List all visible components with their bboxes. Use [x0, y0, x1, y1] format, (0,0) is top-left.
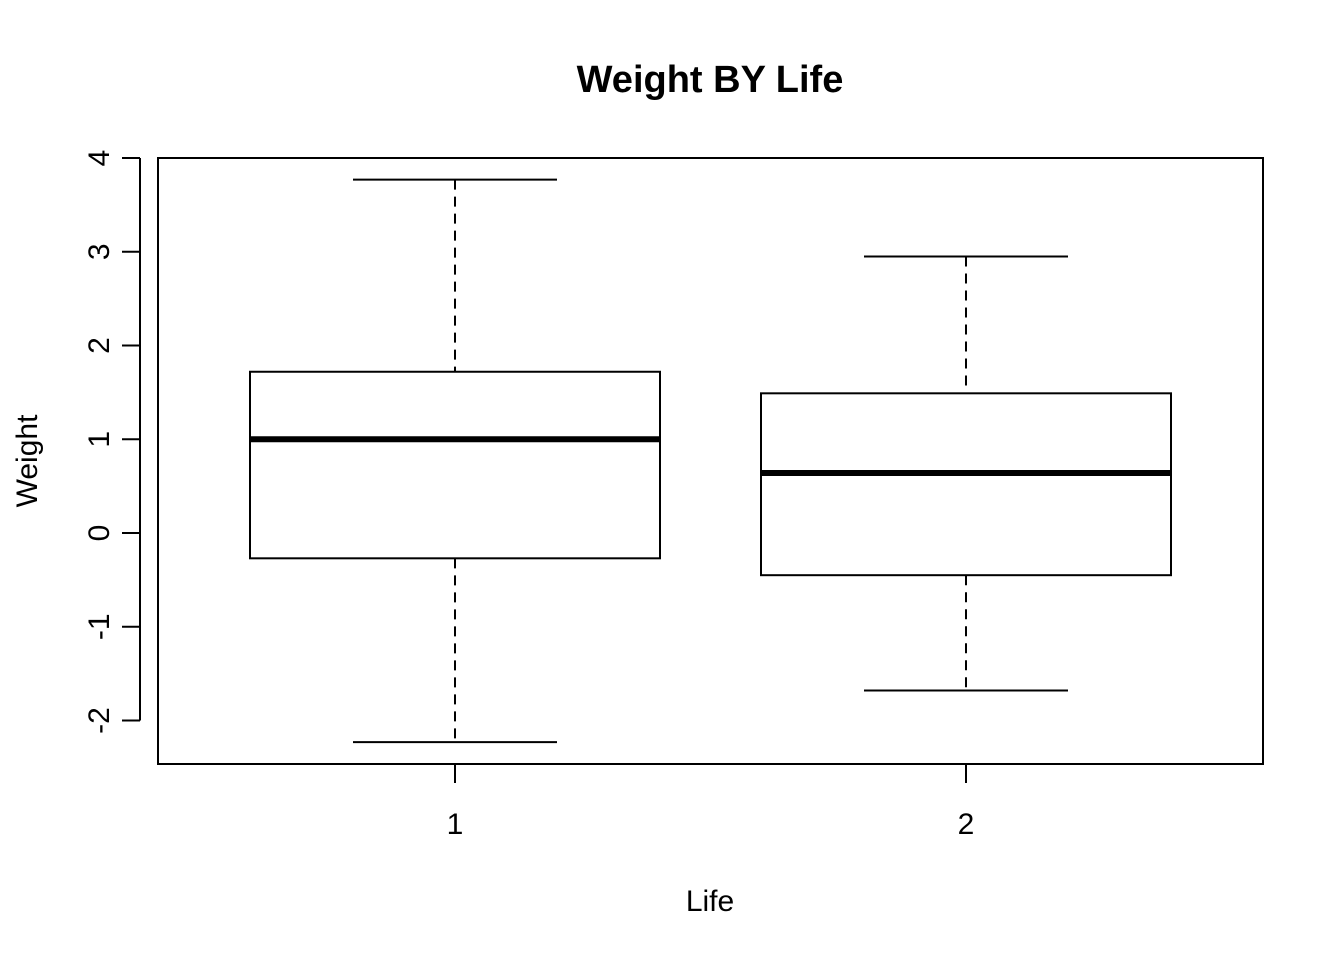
box-iqr [760, 392, 1172, 577]
box-iqr [249, 370, 661, 560]
y-tick-label: -1 [83, 613, 116, 640]
plot-frame [157, 157, 1264, 765]
y-tick-label: 1 [83, 431, 116, 448]
y-axis-label: Weight [11, 414, 44, 507]
y-tick-label: -2 [83, 707, 116, 734]
x-tick-label: 2 [958, 808, 975, 841]
box-group-1 [249, 178, 661, 744]
box-group-2 [760, 255, 1172, 692]
y-tick-label: 0 [83, 525, 116, 542]
boxes [249, 178, 1172, 744]
y-tick-label: 4 [83, 150, 116, 167]
x-axis-label: Life [686, 885, 734, 918]
y-tick-label: 2 [83, 337, 116, 354]
y-axis: -2 -1 0 1 2 3 4 [83, 150, 141, 734]
x-tick-label: 1 [447, 808, 464, 841]
chart-title: Weight BY Life [577, 59, 844, 101]
y-tick-label: 3 [83, 243, 116, 260]
